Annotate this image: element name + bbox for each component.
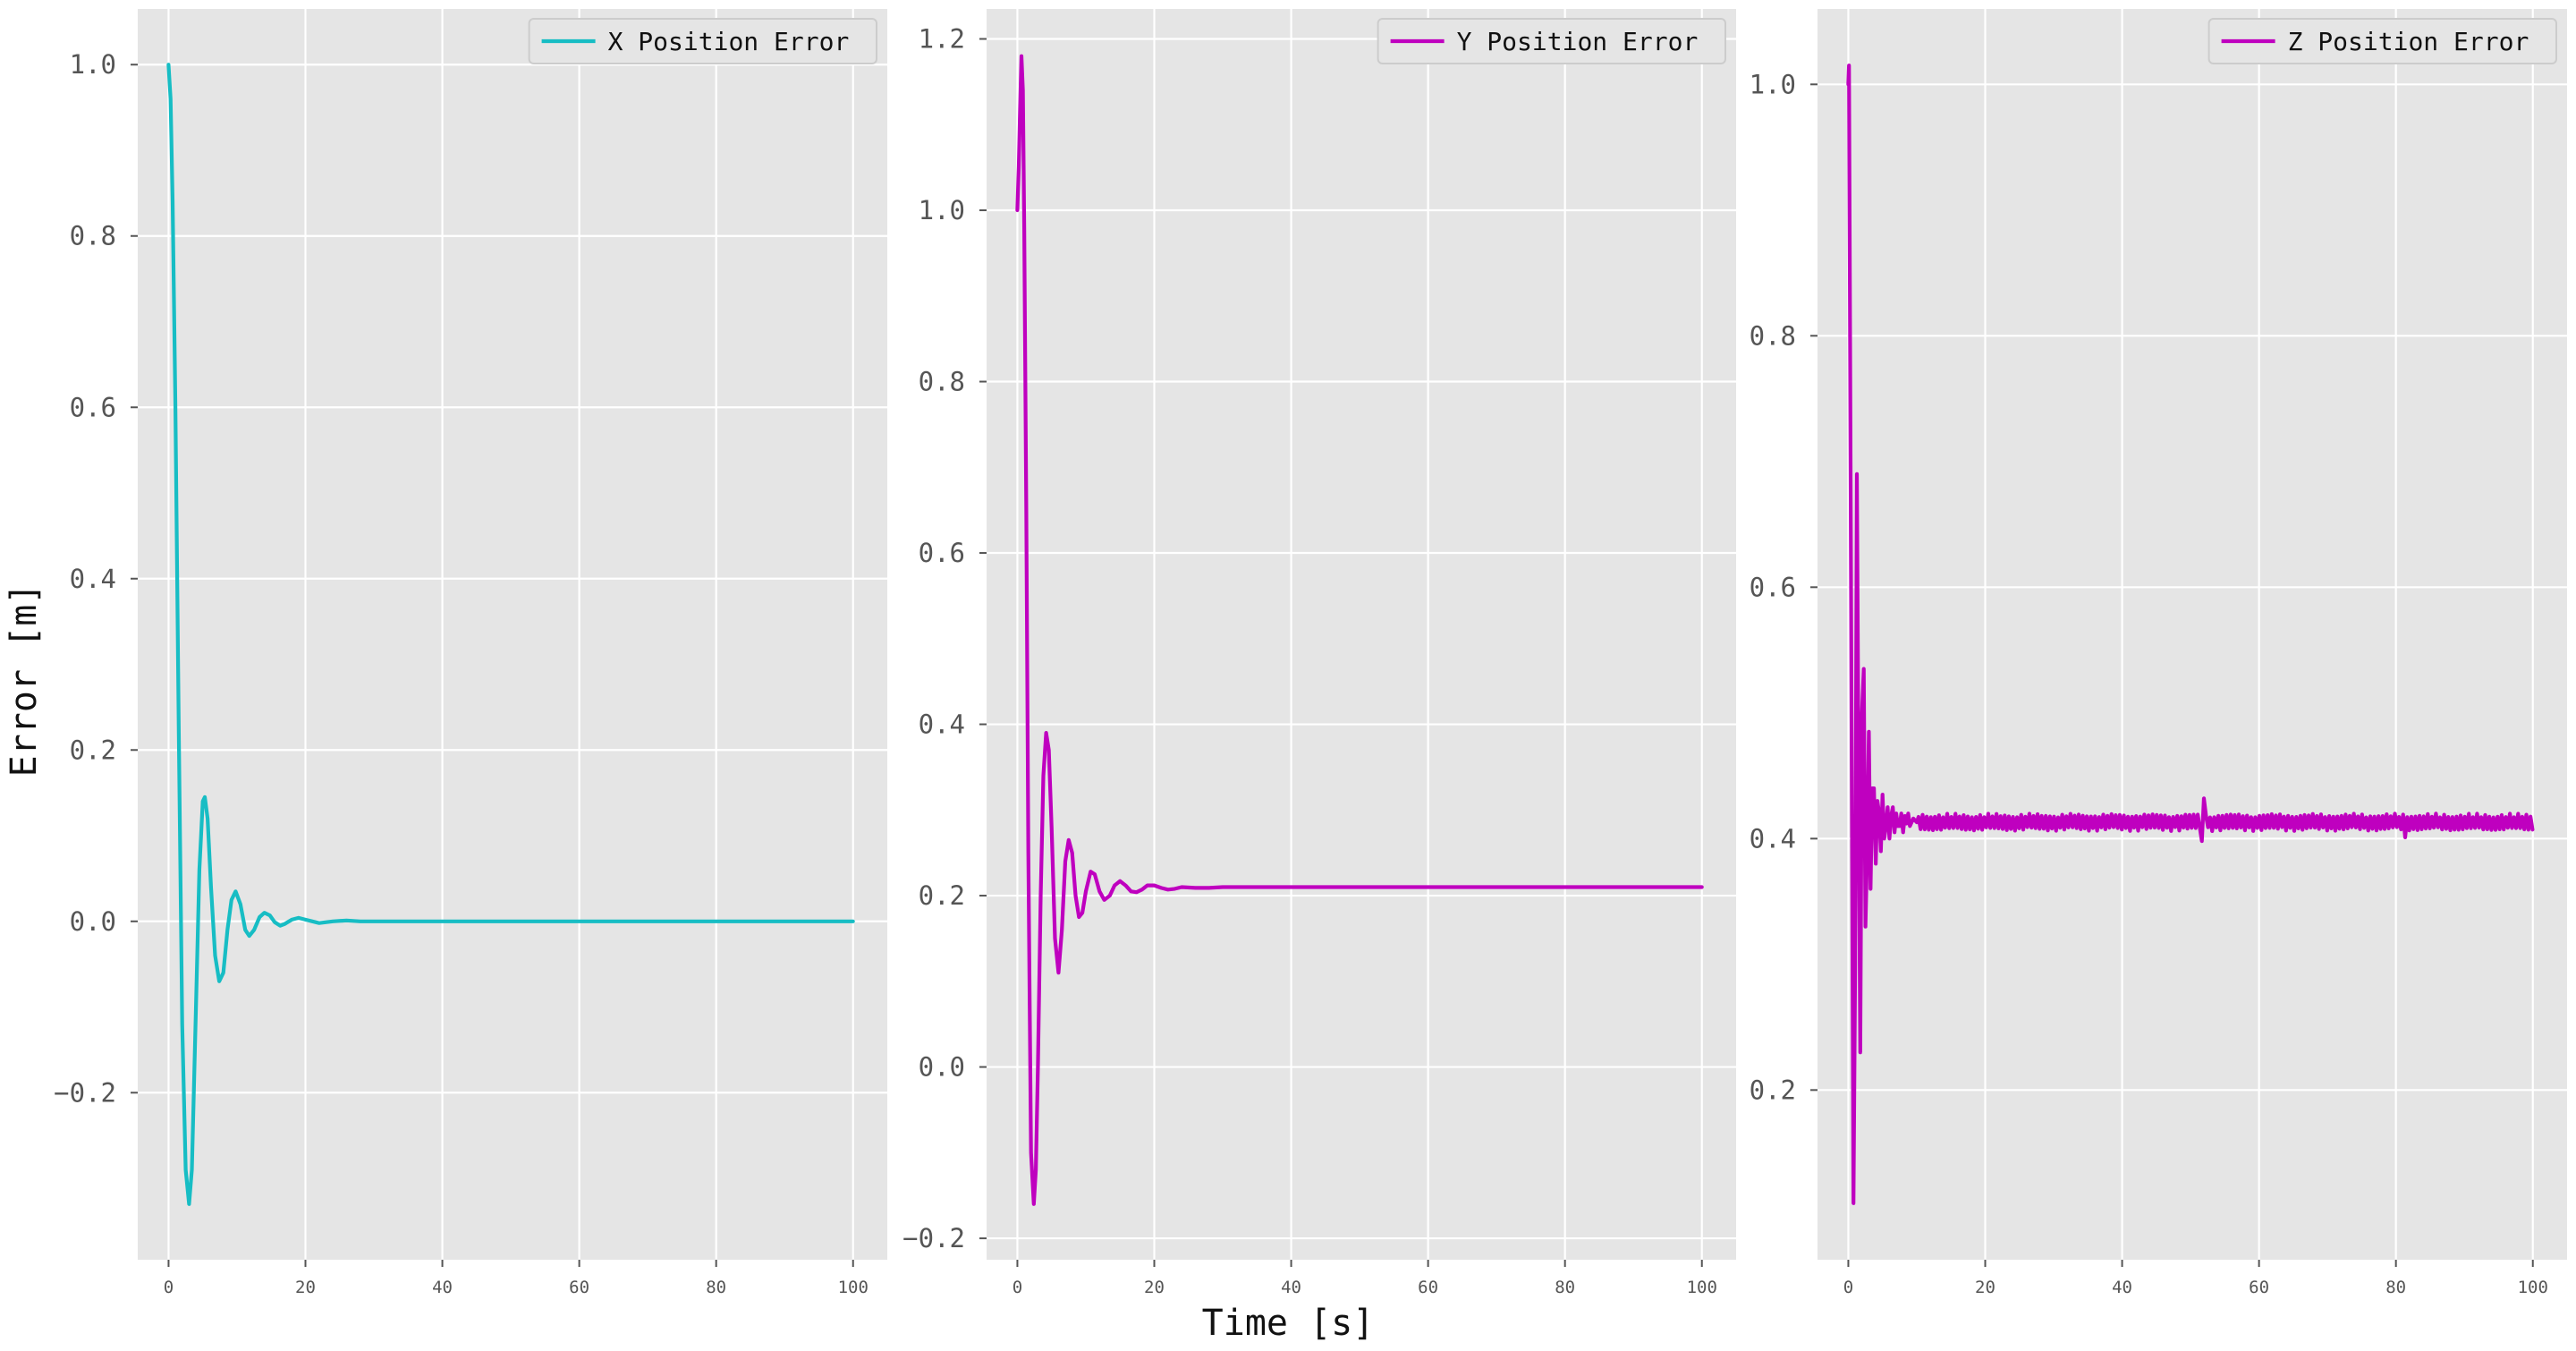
y-tick-label: −0.2 (54, 1077, 116, 1108)
x-tick-label: 100 (2518, 1278, 2548, 1297)
x-tick-label: 20 (1975, 1278, 1996, 1297)
x-tick-label: 20 (295, 1278, 316, 1297)
panel-x-error: −0.2 0.0 0.2 0.4 0.6 0.8 1.0 0 20 40 60 80 100 X Posi… (54, 9, 887, 1297)
legend-label: Y Position Error (1457, 27, 1699, 56)
plot-area (987, 9, 1736, 1260)
y-tick-label: 0.4 (919, 709, 965, 740)
y-tick-label: 0.2 (70, 735, 116, 765)
x-tick-label: 80 (2385, 1278, 2406, 1297)
x-tick-label: 20 (1144, 1278, 1165, 1297)
y-tick-label: −0.2 (902, 1223, 965, 1253)
y-tick-label: 0.6 (1750, 572, 1796, 602)
x-tick-label: 0 (1013, 1278, 1022, 1297)
x-tick-label: 100 (1687, 1278, 1717, 1297)
shared-x-axis-label: Time [s] (1202, 1303, 1375, 1344)
legend-label: Z Position Error (2288, 27, 2529, 56)
y-tick-label: 0.8 (1750, 320, 1796, 351)
x-tick-label: 40 (432, 1278, 453, 1297)
series-line-y-error (1015, 54, 1704, 1206)
y-tick-label: 1.0 (919, 195, 965, 225)
x-tick-label: 80 (1555, 1278, 1575, 1297)
y-tick-label: 0.2 (1750, 1075, 1796, 1105)
x-tick-label: 80 (706, 1278, 726, 1297)
y-tick-label: 0.4 (70, 564, 116, 594)
legend-box (2207, 18, 2558, 64)
y-tick-label: 0.8 (919, 367, 965, 397)
y-tick-label: 1.0 (70, 49, 116, 80)
y-tick-label: 0.4 (1750, 823, 1796, 854)
x-tick-label: 100 (838, 1278, 869, 1297)
x-tick-label: 60 (1418, 1278, 1438, 1297)
y-tick-label: 0.2 (919, 880, 965, 911)
x-tick-label: 0 (164, 1278, 174, 1297)
y-tick-label: 0.0 (919, 1052, 965, 1083)
x-tick-label: 60 (569, 1278, 589, 1297)
plot-area (138, 9, 887, 1260)
legend-box (1377, 18, 1726, 64)
y-tick-label: 1.2 (919, 24, 965, 55)
y-tick-label: 0.6 (919, 538, 965, 568)
legend-label: X Position Error (608, 27, 850, 56)
x-tick-label: 40 (1281, 1278, 1301, 1297)
legend-box (528, 18, 877, 64)
y-tick-label: 1.0 (1750, 69, 1796, 99)
y-tick-label: 0.0 (70, 906, 116, 937)
y-tick-label: 0.6 (70, 392, 116, 422)
shared-y-axis-label: Error [m] (4, 583, 45, 777)
y-tick-label: 0.8 (70, 221, 116, 251)
x-tick-label: 40 (2112, 1278, 2132, 1297)
x-tick-label: 0 (1843, 1278, 1853, 1297)
plot-area (1818, 9, 2567, 1260)
series-line-z-error (1846, 64, 2535, 1205)
panel-y-error: −0.2 0.0 0.2 0.4 0.6 0.8 1.0 1.2 0 20 40 60 80 100 Y P… (902, 9, 1736, 1297)
panel-z-error: 0.2 0.4 0.6 0.8 1.0 0 20 40 60 80 100 Z Position Er… (1750, 9, 2567, 1297)
x-tick-label: 60 (2249, 1278, 2269, 1297)
series-line-x-error (166, 63, 855, 1206)
